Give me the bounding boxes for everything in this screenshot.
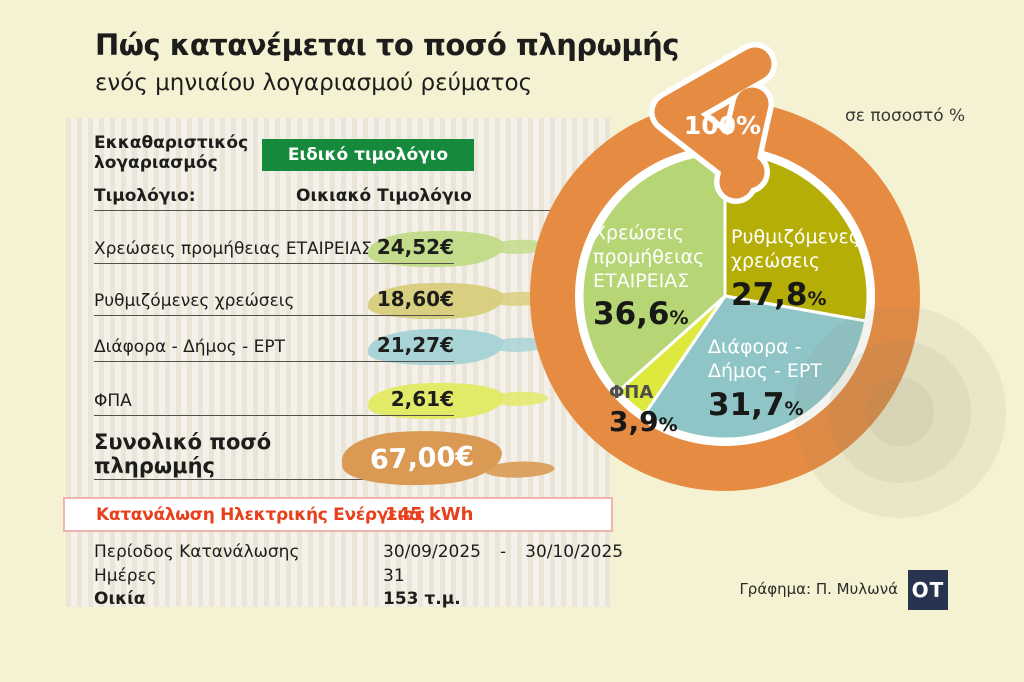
credits-text: Γράφημα: Π. Μυλωνά [739, 580, 898, 598]
page-subtitle: ενός μηνιαίου λογαριασμού ρεύματος [95, 70, 533, 96]
bill-row-label: ΦΠΑ [94, 391, 132, 411]
pie-label-vat: ΦΠΑ 3,9% [609, 382, 678, 438]
detail-value: 31 [383, 566, 405, 586]
pie-slice-3 [580, 151, 727, 393]
detail-label: Ημέρες [94, 566, 157, 586]
pie-slice-1 [643, 294, 868, 441]
watermark-circles [794, 306, 1006, 518]
detail-label: Περίοδος Κατανάλωσης [94, 542, 300, 562]
bill-row-label: Χρεώσεις προμήθειας ΕΤΑΙΡΕΙΑΣ [94, 239, 373, 259]
pie-chart-svg [530, 42, 1006, 518]
percentage-note: σε ποσοστό % [845, 106, 966, 126]
bill-row-value: 18,60€ [376, 287, 454, 311]
total-arrow-icon [649, 42, 777, 204]
bill-row-value: 2,61€ [390, 387, 454, 411]
page-title: Πώς κατανέμεται το ποσό πληρωμής [95, 28, 680, 62]
total-highlight-brush: 67,00€ [341, 428, 503, 488]
consumption-box: Κατανάλωση Ηλεκτρικής Ενέργειας 145 kWh [63, 497, 613, 532]
bill-row-value: 24,52€ [376, 235, 454, 259]
bill-panel: Εκκαθαριστικός λογαριασμός Ειδικό τιμολό… [63, 118, 623, 609]
consumption-value: 145 kWh [385, 504, 474, 525]
detail-label: Οικία [94, 589, 146, 609]
pie-slices [580, 151, 870, 441]
divider [94, 263, 454, 264]
detail-value: 153 τ.μ. [383, 589, 461, 609]
pie-label-misc-municipality: Διάφορα - Δήμος - ΕΡΤ 31,7% [708, 336, 822, 423]
bill-doc-type: Εκκαθαριστικός λογαριασμός [94, 133, 249, 173]
divider [94, 479, 452, 480]
bill-row-label: Διάφορα - Δήμος - ΕΡΤ [94, 337, 286, 357]
divider [94, 415, 454, 416]
detail-value-period: 30/09/2025 - 30/10/2025 [383, 542, 623, 562]
period-from: 30/09/2025 [383, 542, 481, 562]
pie-label-supply-charges: Χρεώσεις προμήθειας ΕΤΑΙΡΕΙΑΣ 36,6% [593, 222, 705, 333]
pie-chart: 100% Χρεώσεις προμήθειας ΕΤΑΙΡΕΙΑΣ 36,6%… [505, 42, 1006, 518]
consumption-label: Κατανάλωση Ηλεκτρικής Ενέργειας [96, 504, 425, 525]
total-value: 67,00€ [369, 440, 475, 476]
divider [94, 315, 454, 316]
arrow-total-label: 100% [683, 111, 762, 140]
period-separator: - [499, 542, 507, 562]
tariff-value: Οικιακό Τιμολόγιο [296, 186, 472, 206]
bill-row-label: Ρυθμιζόμενες χρεώσεις [94, 291, 295, 311]
special-tariff-badge: Ειδικό τιμολόγιο [262, 139, 474, 171]
pie-label-regulated-charges: Ρυθμιζόμενες χρεώσεις 27,8% [731, 226, 860, 313]
tariff-label: Τιμολόγιο: [94, 186, 196, 206]
bill-row-value: 21,27€ [376, 333, 454, 357]
divider [94, 361, 454, 362]
total-label: Συνολικό ποσό πληρωμής [94, 430, 272, 479]
period-to: 30/10/2025 [525, 542, 624, 562]
divider [94, 210, 550, 211]
ot-logo: ΟΤ [908, 570, 948, 610]
